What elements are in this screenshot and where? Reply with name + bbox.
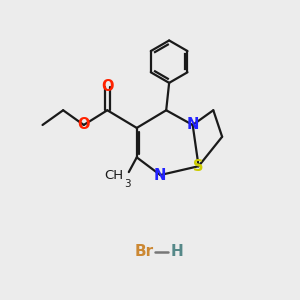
Text: O: O — [77, 118, 90, 133]
Text: H: H — [170, 244, 183, 259]
Text: Br: Br — [134, 244, 154, 259]
Text: CH: CH — [104, 169, 124, 182]
Text: S: S — [193, 159, 204, 174]
Text: N: N — [187, 118, 199, 133]
Text: N: N — [154, 167, 167, 182]
Text: 3: 3 — [124, 179, 131, 189]
Text: O: O — [101, 79, 114, 94]
